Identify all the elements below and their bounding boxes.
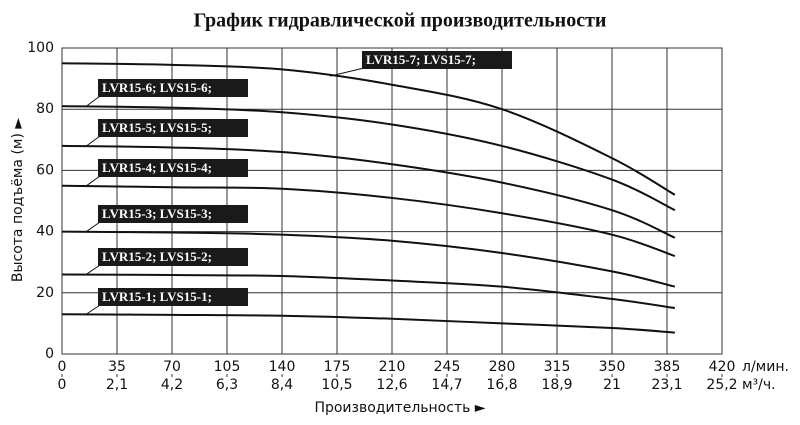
series-label: LVR15-4; LVS15-4; <box>102 160 212 175</box>
leader-line <box>85 221 101 233</box>
series-label: LVR15-2; LVS15-2; <box>102 249 212 264</box>
line <box>61 62 676 196</box>
line <box>61 144 676 239</box>
x2-tick-label: 4,2 <box>161 377 183 393</box>
series-label: LVR15-7; LVS15-7; <box>366 52 476 67</box>
x-axis-label: Производительность ► <box>314 400 485 416</box>
x-tick-label: 0 <box>58 359 67 375</box>
x-tick-label: 105 <box>214 359 241 375</box>
series-label: LVR15-1; LVS15-1; <box>102 289 212 304</box>
x2-tick-label: 12,6 <box>376 377 407 393</box>
y-tick-label: 80 <box>36 101 54 117</box>
plot-frame <box>61 47 723 355</box>
label-box <box>362 51 512 69</box>
y-axis-label: Высота подъёма (м) ► <box>10 118 26 283</box>
x-tick-label: 280 <box>489 359 516 375</box>
x-tick-label: 315 <box>544 359 571 375</box>
x2-tick-label: 2,1 <box>106 377 128 393</box>
x2-unit: м³/ч. <box>742 377 776 393</box>
x2-tick-label: 8,4 <box>271 377 293 393</box>
label-box <box>98 248 248 266</box>
x2-tick-label: 0 <box>58 377 67 393</box>
line <box>61 184 676 258</box>
x2-tick-label: 25,2 <box>706 377 737 393</box>
label-box <box>98 79 248 97</box>
label-box <box>98 119 248 137</box>
x-tick-label: 350 <box>599 359 626 375</box>
line <box>61 273 676 310</box>
line <box>61 313 675 334</box>
label-box <box>98 205 248 223</box>
y-tick-label: 100 <box>27 40 54 56</box>
leader-line <box>85 264 101 275</box>
x-tick-label: 175 <box>324 359 351 375</box>
x2-tick-label: 18,9 <box>541 377 572 393</box>
x2-tick-label: 10,5 <box>321 377 352 393</box>
x2-tick-label: 14,7 <box>431 377 462 393</box>
line <box>61 105 676 212</box>
label-box <box>98 288 248 306</box>
series-label: LVR15-3; LVS15-3; <box>102 206 212 221</box>
x2-tick-label: 16,8 <box>486 377 517 393</box>
leader-line <box>85 304 101 315</box>
chart-title: График гидравлической производительности <box>194 10 607 32</box>
x-tick-label: 70 <box>163 359 181 375</box>
series-label: LVR15-5; LVS15-5; <box>102 120 212 135</box>
x2-tick-label: 23,1 <box>651 377 682 393</box>
leader-line <box>85 95 101 107</box>
leader-line <box>85 135 101 147</box>
line <box>61 230 676 288</box>
y-tick-label: 0 <box>45 346 54 362</box>
x-tick-label: 420 <box>709 359 736 375</box>
leader-line <box>329 67 365 77</box>
series-label: LVR15-6; LVS15-6; <box>102 80 212 95</box>
label-box <box>98 159 248 177</box>
x-unit: л/мин. <box>742 359 789 375</box>
leader-line <box>85 175 101 187</box>
x-tick-label: 35 <box>108 359 126 375</box>
x-tick-label: 245 <box>434 359 461 375</box>
x-tick-label: 140 <box>269 359 296 375</box>
x2-tick-label: 21 <box>603 377 621 393</box>
x2-tick-label: 6,3 <box>216 377 238 393</box>
x-tick-label: 385 <box>654 359 681 375</box>
y-tick-label: 40 <box>36 224 54 240</box>
y-tick-label: 60 <box>36 162 54 178</box>
y-tick-label: 20 <box>36 285 54 301</box>
x-tick-label: 210 <box>379 359 406 375</box>
